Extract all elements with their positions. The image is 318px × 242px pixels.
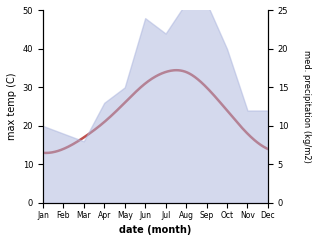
X-axis label: date (month): date (month) bbox=[119, 225, 191, 235]
Y-axis label: max temp (C): max temp (C) bbox=[7, 73, 17, 140]
Y-axis label: med. precipitation (kg/m2): med. precipitation (kg/m2) bbox=[302, 50, 311, 163]
